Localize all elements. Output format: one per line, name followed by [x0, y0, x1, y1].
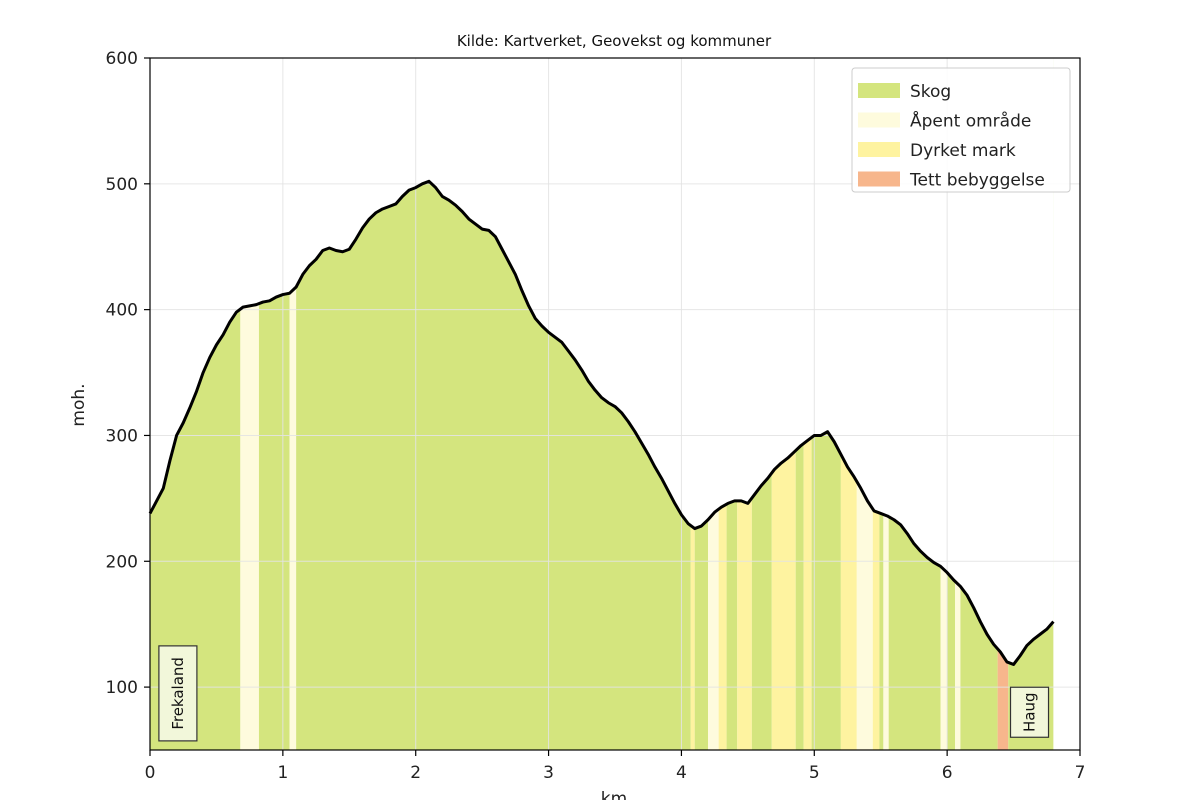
x-tick-label: 3 — [543, 763, 554, 783]
y-tick-label: 300 — [106, 426, 138, 446]
x-tick-label: 0 — [145, 763, 156, 783]
y-tick-label: 100 — [106, 678, 138, 698]
legend-swatch — [858, 83, 900, 98]
chart-title: Kilde: Kartverket, Geovekst og kommuner — [457, 32, 772, 50]
place-label: Frekaland — [158, 645, 198, 742]
legend-label: Skog — [910, 82, 951, 102]
elevation-profile — [148, 179, 1055, 666]
x-tick-label: 4 — [676, 763, 687, 783]
y-tick-label: 600 — [106, 49, 138, 69]
plot-frame — [149, 57, 1081, 751]
x-tick-label: 2 — [410, 763, 421, 783]
profile-line — [148, 179, 1055, 666]
x-tick-label: 1 — [277, 763, 288, 783]
y-tick-label: 200 — [106, 552, 138, 572]
place-label-box — [158, 645, 198, 742]
legend-swatch — [858, 171, 900, 187]
legend-box — [851, 67, 1071, 193]
y-axis-label: moh. — [69, 383, 89, 426]
legend-label: Dyrket mark — [910, 141, 1016, 161]
x-tick-label: 5 — [809, 763, 820, 783]
y-tick-label: 500 — [106, 175, 138, 195]
place-labels: Frekaland Haug — [158, 645, 1050, 742]
landcover-band — [289, 58, 297, 750]
place-label-box — [1009, 686, 1050, 738]
sky-area — [150, 58, 1054, 665]
y-axis-ticks: 100 200 300 400 500 600 — [106, 49, 150, 698]
legend-label: Tett bebyggelse — [909, 171, 1045, 191]
legend-label: Åpent område — [910, 110, 1031, 132]
legend-swatch — [858, 112, 900, 128]
legend-swatch — [858, 142, 900, 157]
x-axis-ticks: 0 1 2 3 4 5 6 7 — [145, 750, 1086, 783]
place-label-text: Haug — [1021, 693, 1039, 733]
x-tick-label: 6 — [942, 763, 953, 783]
y-tick-label: 400 — [106, 301, 138, 321]
x-axis-label: km — [601, 789, 627, 800]
legend: Skog Åpent område Dyrket mark Tett bebyggel… — [851, 67, 1071, 193]
place-label: Haug — [1009, 686, 1050, 738]
place-label-text: Frekaland — [169, 657, 187, 730]
x-tick-label: 7 — [1075, 763, 1086, 783]
